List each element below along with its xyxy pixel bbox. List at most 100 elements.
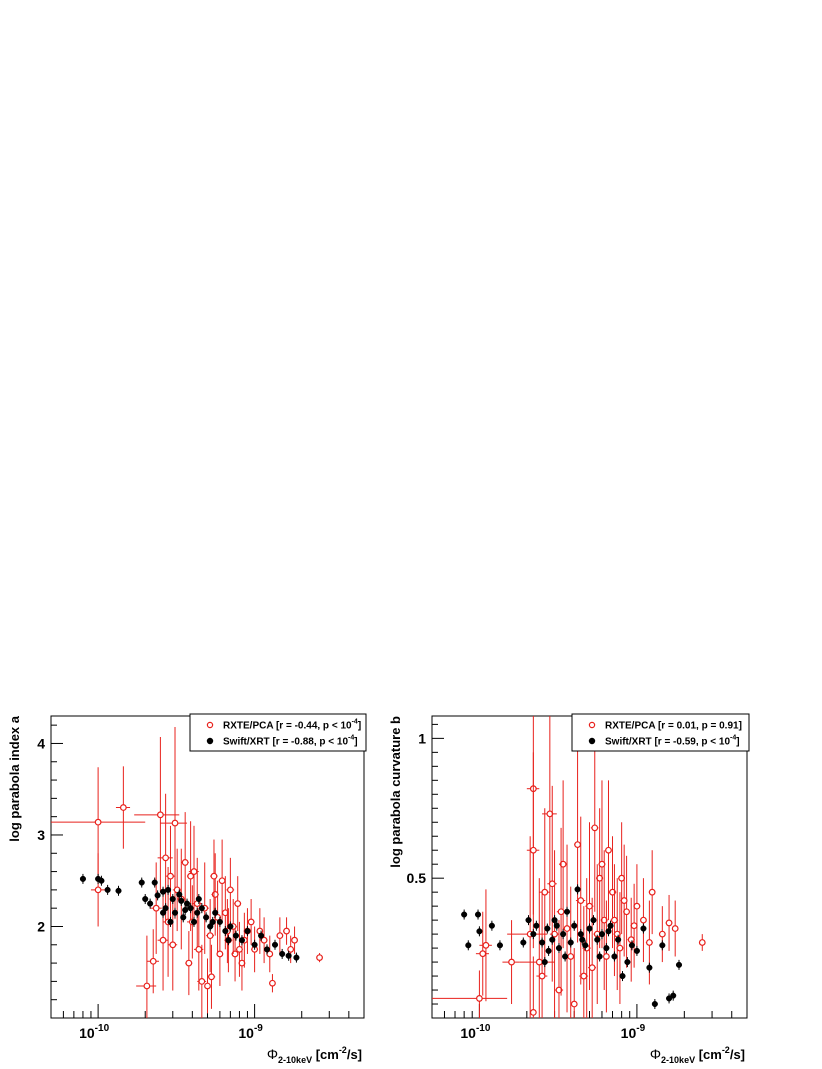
panel1-legend: RXTE/PCA [r = -0.44, p < 10-4]Swift/XRT … <box>189 713 367 752</box>
panel2-swift-point <box>670 992 677 999</box>
panel2-rxte-series <box>432 716 706 1018</box>
panel2-rxte-point <box>648 888 656 896</box>
legend-text-superscript: -4 <box>730 735 736 742</box>
legend-text-main: RXTE/PCA [r = -0.44, p < 10 <box>223 721 352 732</box>
panel2-swift-point <box>598 931 606 938</box>
x-label-units-end: /s] <box>730 1047 745 1062</box>
panel1-rxte-point <box>234 900 242 908</box>
panel2-swift-point <box>465 942 472 949</box>
panel2-rxte-point <box>602 953 610 960</box>
panel1-swift-point <box>190 918 198 925</box>
panel2-swift-point <box>574 886 581 893</box>
panel1-swift-point <box>271 941 279 948</box>
panel2-swift-point <box>675 961 683 968</box>
panel2-swift-point <box>579 936 586 943</box>
legend-text-superscript: -4 <box>352 719 358 726</box>
panel1-rxte-point <box>195 945 203 953</box>
legend-text-main: RXTE/PCA [r = 0.01, p = 0.91] <box>605 721 742 732</box>
panel1-legend-label-swift: Swift/XRT [r = -0.88, p < 10-4] <box>223 735 358 748</box>
x-label-subscript: 2-10keV <box>278 1055 312 1064</box>
panel2-rxte-point <box>658 930 666 938</box>
panel2-rxte-point <box>548 880 556 888</box>
panel1-swift-point <box>151 879 158 886</box>
panel2-swift-point <box>488 922 495 929</box>
panel1-rxte-point <box>269 979 276 987</box>
panel1-rxte-point <box>198 977 206 985</box>
panel1-swift-point <box>160 888 167 895</box>
panel2-rxte-point <box>529 1009 537 1016</box>
panel1-swift-point <box>203 914 210 921</box>
panel1-rxte-point <box>162 854 170 862</box>
x-label-units-end: /s] <box>347 1047 362 1062</box>
panel1-rxte-point <box>94 818 102 826</box>
panel1-swift-point <box>263 946 271 953</box>
panel1-swift-point <box>212 909 219 916</box>
panel1-rxte-point <box>247 918 255 926</box>
x-tick-base: 10 <box>621 1025 637 1041</box>
panel2-swift-point <box>555 945 563 952</box>
x-tick-base: 10 <box>79 1025 95 1041</box>
panel1-swift-point <box>198 905 205 912</box>
panel2-rxte-point <box>665 919 673 927</box>
panel1-rxte-point <box>210 872 218 880</box>
panel2-x-tick-label: 10-10 <box>460 1023 490 1041</box>
panel1-rxte-point <box>152 904 160 912</box>
panel2-rxte-point <box>640 916 647 924</box>
panel2-y-axis-label: log parabola curvature b <box>388 716 403 868</box>
panel2-swift-point <box>605 928 612 935</box>
panel1-x-axis-label: Φ2-10keV [cm-2/s] <box>267 1045 362 1064</box>
x-tick-base: 10 <box>238 1025 254 1041</box>
panel1-y-tick-label: 4 <box>37 735 45 751</box>
legend-text-main: Swift/XRT [r = -0.88, p < 10 <box>223 737 348 748</box>
panel2-swift-point <box>640 925 647 932</box>
panel2-rxte-point <box>645 939 653 946</box>
panel1-rxte-point <box>156 811 164 819</box>
panel1-swift-point <box>180 914 187 921</box>
panel2-swift-point <box>611 953 618 960</box>
panel1-swift-point <box>293 954 300 961</box>
panel2-rxte-point <box>577 897 585 904</box>
panel2-swift-point <box>596 953 603 960</box>
panel1-rxte-point <box>143 982 151 990</box>
panel1-swift-point <box>187 905 194 912</box>
panel2-swift-point <box>666 995 673 1002</box>
panel1-swift-point <box>183 900 191 907</box>
panel2-rxte-point <box>557 908 565 916</box>
panel1-legend-marker-swift <box>206 737 214 745</box>
panel2-swift-point <box>624 959 631 966</box>
panel2-swift-point <box>603 945 610 952</box>
panel2-rxte-point <box>613 930 621 938</box>
panel2-rxte-point <box>620 897 628 904</box>
panel1-y-tick-label: 3 <box>37 827 45 843</box>
panel2-rxte-point <box>482 941 490 949</box>
panel2-rxte-point <box>605 846 612 854</box>
panel2-swift-point <box>525 917 532 924</box>
panel1-swift-point <box>171 909 179 916</box>
panel1-swift-point <box>251 941 258 948</box>
panel2-legend-marker-swift <box>588 737 596 745</box>
panel2-swift-point <box>549 936 556 943</box>
x-label-subscript: 2-10keV <box>661 1055 695 1064</box>
panel1-rxte-point <box>291 936 298 944</box>
panel2-rxte-point <box>567 953 575 960</box>
panel2-swift-point <box>562 953 569 960</box>
panel1-swift-point <box>244 928 251 935</box>
panel2-y-tick-label: 0.5 <box>407 870 427 886</box>
panel1-swift-point <box>167 918 174 925</box>
panel2-rxte-point <box>563 925 571 932</box>
panel2-swift-point <box>541 959 548 966</box>
panel2-swift-point <box>615 936 622 943</box>
panel2-rxte-point <box>591 824 599 832</box>
panel1-swift-point <box>222 928 229 935</box>
panel1-x-tick-label: 10-10 <box>79 1023 109 1041</box>
panel2-swift-point <box>651 1000 658 1008</box>
panel2-rxte-point <box>541 888 549 896</box>
panel1-swift-point <box>160 909 167 916</box>
panel1-swift-point <box>238 937 245 944</box>
panel2-rxte-point <box>627 936 635 944</box>
panel2-swift-point <box>539 939 546 946</box>
panel1-y-tick-label: 2 <box>37 918 45 934</box>
panel2-swift-point <box>560 931 567 938</box>
panel1-rxte-point <box>190 868 198 875</box>
